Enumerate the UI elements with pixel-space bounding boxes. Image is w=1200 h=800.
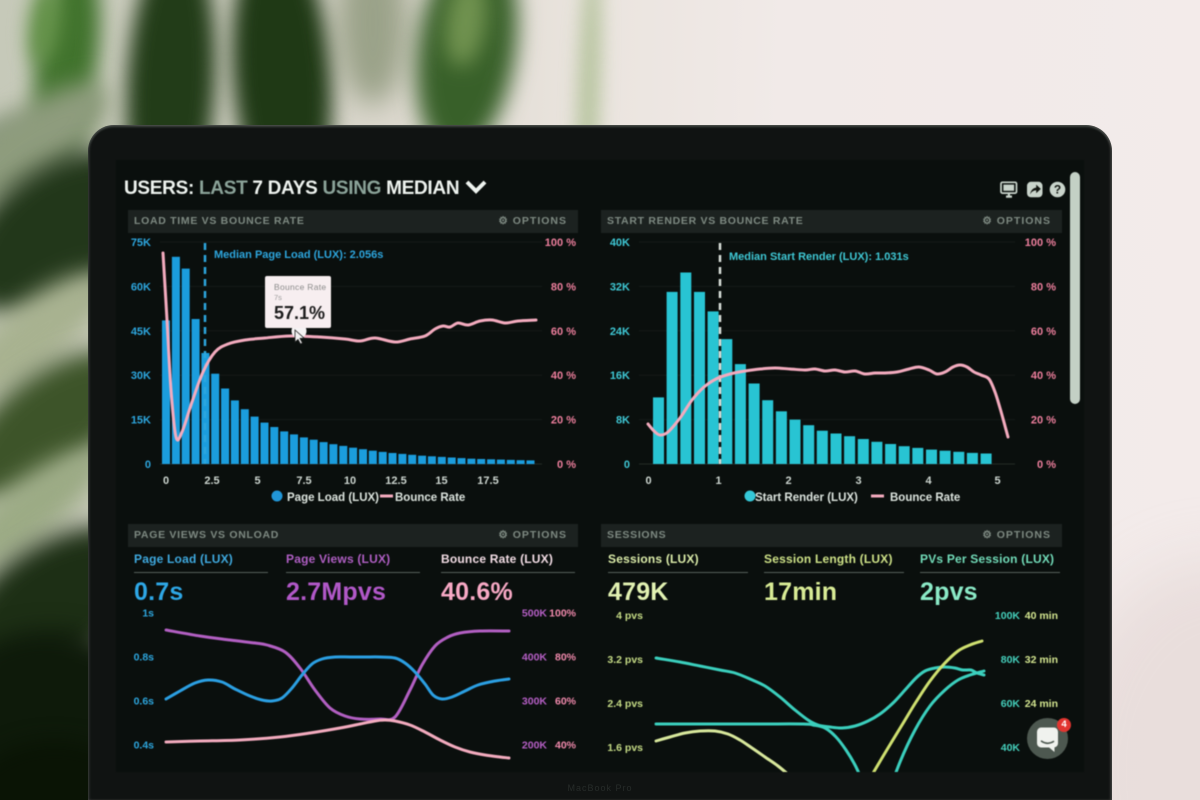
svg-text:60 %: 60 % (551, 326, 576, 338)
svg-text:7.5: 7.5 (296, 475, 311, 487)
svg-text:80%: 80% (555, 652, 577, 664)
svg-text:?: ? (1054, 183, 1061, 197)
svg-text:Page Load (LUX): Page Load (LUX) (287, 492, 379, 504)
svg-text:Start Render (LUX): Start Render (LUX) (755, 492, 858, 504)
svg-text:0: 0 (645, 475, 651, 487)
svg-text:Bounce Rate: Bounce Rate (890, 492, 960, 504)
svg-text:15: 15 (435, 475, 447, 487)
svg-text:40K: 40K (1001, 742, 1021, 754)
svg-text:100 %: 100 % (1025, 237, 1056, 249)
svg-text:40K: 40K (610, 237, 630, 249)
svg-text:12.5: 12.5 (385, 475, 406, 487)
svg-text:40 min: 40 min (1025, 610, 1058, 622)
svg-text:3.2 pvs: 3.2 pvs (607, 654, 643, 666)
svg-text:1: 1 (715, 475, 721, 487)
svg-text:15K: 15K (131, 415, 151, 427)
svg-text:2.4 pvs: 2.4 pvs (607, 698, 643, 710)
svg-text:60%: 60% (555, 696, 577, 708)
svg-text:60 %: 60 % (1031, 326, 1056, 338)
svg-text:0.6s: 0.6s (134, 696, 155, 708)
svg-text:40 %: 40 % (1031, 370, 1056, 382)
svg-text:0: 0 (624, 459, 630, 471)
svg-text:0.4s: 0.4s (134, 740, 155, 752)
svg-text:0: 0 (163, 475, 169, 487)
svg-text:16K: 16K (610, 370, 630, 382)
svg-text:400K: 400K (522, 652, 548, 664)
svg-text:200K: 200K (522, 740, 548, 752)
svg-text:0 %: 0 % (557, 459, 576, 471)
svg-text:1s: 1s (142, 608, 154, 620)
svg-text:100%: 100% (549, 608, 577, 620)
svg-text:75K: 75K (131, 237, 151, 249)
svg-text:32 min: 32 min (1025, 654, 1058, 666)
svg-text:30K: 30K (131, 370, 151, 382)
svg-text:80 %: 80 % (551, 281, 576, 293)
svg-text:80 %: 80 % (1031, 281, 1056, 293)
svg-text:0: 0 (145, 459, 151, 471)
svg-text:5: 5 (994, 475, 1000, 487)
svg-text:40%: 40% (555, 740, 577, 752)
svg-text:3: 3 (855, 475, 861, 487)
svg-text:40 %: 40 % (551, 370, 576, 382)
svg-text:4 pvs: 4 pvs (616, 610, 643, 622)
svg-text:24 min: 24 min (1025, 698, 1058, 710)
svg-text:300K: 300K (522, 696, 548, 708)
svg-text:60K: 60K (1001, 698, 1021, 710)
svg-text:17.5: 17.5 (477, 475, 498, 487)
svg-text:100K: 100K (995, 610, 1021, 622)
svg-text:Median Start Render (LUX): 1.0: Median Start Render (LUX): 1.031s (729, 251, 909, 263)
svg-text:20 %: 20 % (551, 415, 576, 427)
svg-text:60K: 60K (131, 281, 151, 293)
svg-text:45K: 45K (131, 326, 151, 338)
svg-text:32K: 32K (610, 281, 630, 293)
svg-text:10: 10 (344, 475, 356, 487)
svg-text:8K: 8K (616, 415, 630, 427)
svg-text:100 %: 100 % (545, 237, 576, 249)
svg-text:500K: 500K (522, 608, 548, 620)
svg-text:0 %: 0 % (1037, 459, 1056, 471)
svg-text:2.5: 2.5 (204, 475, 219, 487)
svg-text:0.8s: 0.8s (134, 652, 155, 664)
svg-text:1.6 pvs: 1.6 pvs (607, 742, 643, 754)
svg-text:Bounce Rate: Bounce Rate (395, 492, 465, 504)
svg-text:4: 4 (925, 475, 932, 487)
svg-text:Median Page Load (LUX): 2.056s: Median Page Load (LUX): 2.056s (214, 249, 383, 261)
svg-text:20 %: 20 % (1031, 415, 1056, 427)
svg-text:24K: 24K (610, 326, 630, 338)
svg-text:5: 5 (254, 475, 260, 487)
svg-text:80K: 80K (1001, 654, 1021, 666)
svg-text:2: 2 (785, 475, 791, 487)
